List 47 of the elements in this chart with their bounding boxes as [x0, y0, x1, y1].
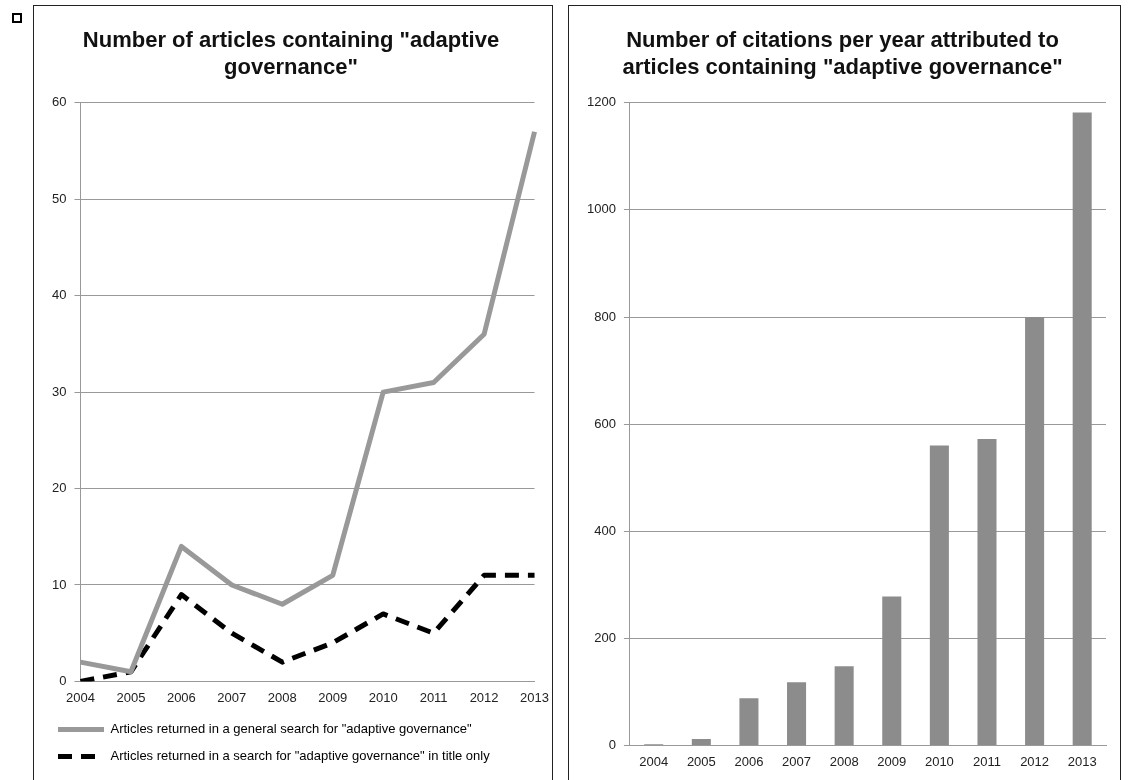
- chart-title: Number of articles containing "adaptive governance": [82, 27, 500, 79]
- y-tick-label: 800: [594, 308, 616, 324]
- y-tick-label: 0: [608, 736, 616, 752]
- x-tick-label: 2012: [469, 689, 499, 705]
- x-tick-label: 2008: [829, 753, 859, 769]
- x-tick-label: 2013: [1067, 753, 1097, 769]
- x-tick-label: 2004: [66, 689, 95, 705]
- chart-title: Number of citations per year attributed to articles containing "adaptive governance": [622, 27, 1063, 79]
- legend-label: Articles returned in a general search for "adaptive governance": [110, 721, 473, 737]
- x-tick-label: 2010: [368, 689, 398, 705]
- x-tick-label: 2006: [734, 753, 764, 769]
- x-tick-label: 2008: [267, 689, 297, 705]
- x-tick-label: 2011: [419, 689, 448, 705]
- bar: [691, 738, 711, 745]
- x-tick-label: 2007: [782, 753, 812, 769]
- y-tick-label: 200: [594, 629, 616, 645]
- y-tick-label: 40: [51, 287, 67, 303]
- y-tick-label: 0: [59, 672, 67, 688]
- x-tick-label: 2011: [973, 753, 1001, 769]
- bar: [1072, 112, 1092, 745]
- legend-label: Articles returned in a search for "adaptive governance" in title only: [110, 748, 491, 764]
- bar: [739, 698, 759, 745]
- y-tick-label: 50: [51, 190, 67, 206]
- x-tick-label: 2005: [116, 689, 146, 705]
- x-tick-label: 2009: [318, 689, 348, 705]
- bar: [834, 666, 854, 745]
- x-tick-label: 2013: [520, 689, 549, 705]
- y-tick-label: 20: [51, 480, 67, 496]
- x-tick-label: 2012: [1020, 753, 1050, 769]
- x-tick-label: 2005: [686, 753, 716, 769]
- y-tick-label: 30: [51, 383, 67, 399]
- y-tick-label: 400: [594, 522, 616, 538]
- x-tick-label: 2009: [877, 753, 907, 769]
- bar: [1025, 317, 1045, 745]
- y-tick-label: 600: [594, 415, 616, 431]
- bar: [787, 682, 807, 745]
- x-tick-label: 2010: [924, 753, 954, 769]
- y-tick-label: 1000: [587, 201, 616, 217]
- bar: [929, 445, 949, 745]
- y-tick-label: 10: [51, 576, 67, 592]
- x-tick-label: 2007: [217, 689, 247, 705]
- bar: [882, 596, 902, 745]
- bar: [977, 439, 997, 745]
- y-tick-label: 60: [51, 94, 67, 110]
- x-tick-label: 2004: [639, 753, 669, 769]
- y-tick-label: 1200: [587, 94, 616, 110]
- x-tick-label: 2006: [166, 689, 196, 705]
